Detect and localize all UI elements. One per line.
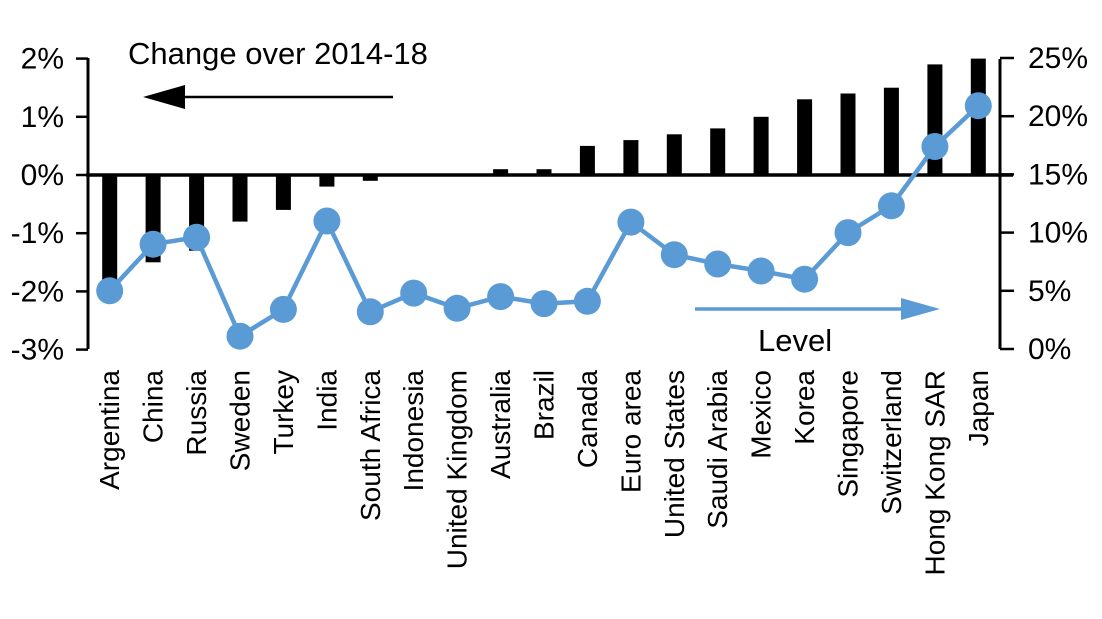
left-arrow-icon	[143, 85, 185, 109]
bar-singapore	[840, 93, 856, 175]
level-dot-united-states	[660, 241, 688, 269]
level-dot-hong-kong-sar	[921, 133, 949, 160]
level-dot-brazil	[530, 290, 558, 318]
bar-switzerland	[883, 87, 899, 175]
level-dot-euro-area	[617, 208, 645, 236]
level-dot-china	[139, 230, 167, 258]
right-axis-tick-label: 0%	[1028, 333, 1071, 366]
x-axis-label-korea: Korea	[789, 370, 820, 445]
x-axis-label-mexico: Mexico	[746, 370, 777, 459]
level-dot-sweden	[226, 322, 254, 350]
x-axis-label-united-kingdom: United Kingdom	[442, 370, 473, 569]
level-dot-australia	[487, 283, 515, 311]
bar-turkey	[275, 175, 291, 210]
right-axis-tick-label: 10%	[1028, 217, 1088, 250]
bar-euro-area	[623, 140, 639, 175]
bar-brazil	[536, 169, 552, 175]
level-dot-singapore	[834, 219, 862, 247]
level-dot-indonesia	[400, 279, 428, 307]
level-dot-south-africa	[356, 298, 384, 326]
x-axis-label-canada: Canada	[572, 370, 603, 469]
right-axis-tick-label: 15%	[1028, 158, 1088, 191]
right-arrow-icon	[901, 298, 940, 320]
bar-korea	[797, 99, 813, 175]
x-axis-label-hong-kong-sar: Hong Kong SAR	[919, 370, 950, 575]
bar-saudi-arabia	[710, 128, 726, 175]
bar-australia	[493, 169, 509, 175]
x-axis-label-china: China	[138, 370, 169, 444]
level-dot-turkey	[269, 295, 297, 323]
level-dot-japan	[964, 92, 992, 120]
level-dot-saudi-arabia	[704, 250, 732, 278]
level-dot-canada	[573, 287, 601, 315]
x-axis-label-russia: Russia	[181, 370, 212, 456]
x-axis-label-saudi-arabia: Saudi Arabia	[702, 370, 733, 529]
left-axis-tick-label: -3%	[11, 334, 64, 367]
x-axis-label-switzerland: Switzerland	[876, 370, 907, 515]
x-axis-label-india: India	[311, 370, 342, 431]
line-series-annotation-label: Level	[758, 323, 832, 358]
x-axis-label-euro-area: Euro area	[615, 370, 646, 493]
x-axis-label-brazil: Brazil	[529, 370, 560, 440]
x-axis-label-united-states: United States	[659, 370, 690, 538]
x-axis-label-turkey: Turkey	[268, 370, 299, 455]
bar-canada	[579, 145, 595, 175]
level-dot-korea	[791, 265, 819, 293]
level-dot-russia	[183, 223, 211, 251]
x-axis-label-south-africa: South Africa	[355, 370, 386, 521]
level-dot-united-kingdom	[443, 294, 471, 322]
right-axis-tick-label: 5%	[1028, 275, 1071, 308]
x-axis-label-sweden: Sweden	[225, 370, 256, 471]
bar-argentina	[102, 175, 118, 292]
x-axis-label-australia: Australia	[485, 370, 516, 479]
right-axis-tick-label: 20%	[1028, 100, 1088, 133]
bar-mexico	[753, 116, 769, 175]
level-dot-mexico	[747, 257, 775, 285]
level-dot-india	[313, 207, 341, 235]
left-axis-tick-label: 0%	[21, 159, 64, 192]
bar-series-annotation-label: Change over 2014-18	[128, 36, 428, 71]
x-axis-label-indonesia: Indonesia	[398, 370, 429, 492]
x-axis-label-japan: Japan	[963, 370, 994, 446]
left-axis-tick-label: 2%	[21, 43, 64, 76]
bar-india	[319, 175, 335, 187]
left-axis-tick-label: -1%	[11, 217, 64, 250]
bar-south-africa	[362, 175, 378, 181]
level-dot-switzerland	[877, 192, 905, 220]
x-axis-label-singapore: Singapore	[833, 370, 864, 498]
level-dot-argentina	[96, 277, 124, 305]
left-axis-tick-label: 1%	[21, 101, 64, 134]
bar-sweden	[232, 175, 248, 222]
x-axis-label-argentina: Argentina	[94, 370, 125, 490]
left-axis-tick-label: -2%	[11, 275, 64, 308]
right-axis-tick-label: 25%	[1028, 42, 1088, 75]
bar-united-states	[666, 134, 682, 175]
